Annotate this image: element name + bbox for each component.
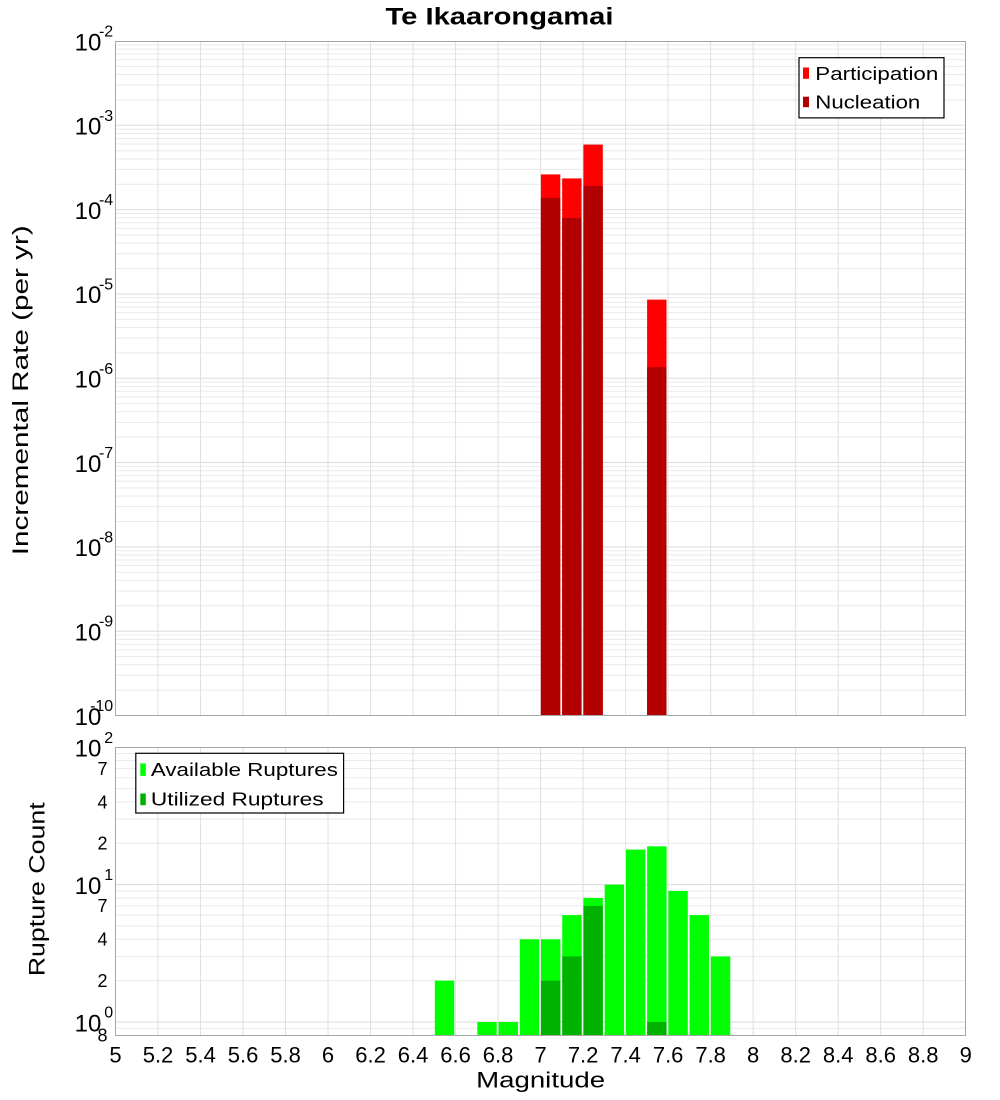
svg-text:Magnitude: Magnitude [476, 1068, 605, 1093]
svg-text:5.8: 5.8 [270, 1043, 301, 1068]
svg-text:8: 8 [747, 1043, 759, 1068]
svg-text:8.6: 8.6 [865, 1043, 896, 1068]
svg-text:7.8: 7.8 [695, 1043, 726, 1068]
svg-text:5.4: 5.4 [185, 1043, 216, 1068]
svg-text:-9: -9 [99, 614, 113, 631]
svg-text:Utilized Ruptures: Utilized Ruptures [151, 789, 324, 809]
svg-text:-5: -5 [99, 276, 113, 293]
svg-text:1: 1 [104, 867, 113, 884]
svg-text:0: 0 [104, 1004, 113, 1021]
svg-text:2: 2 [97, 971, 107, 991]
svg-text:9: 9 [960, 1043, 972, 1068]
svg-text:5: 5 [109, 1043, 121, 1068]
svg-text:6.6: 6.6 [440, 1043, 471, 1068]
svg-text:-8: -8 [99, 529, 113, 546]
svg-text:2: 2 [104, 730, 113, 747]
svg-text:-10: -10 [90, 698, 113, 715]
svg-text:10: 10 [75, 114, 102, 141]
svg-text:4: 4 [97, 930, 107, 950]
svg-text:Participation: Participation [815, 64, 938, 84]
svg-text:10: 10 [75, 1010, 102, 1037]
svg-text:10: 10 [75, 873, 102, 900]
svg-text:-4: -4 [99, 192, 113, 209]
svg-text:-6: -6 [99, 361, 113, 378]
svg-text:6.8: 6.8 [483, 1043, 514, 1068]
svg-text:10: 10 [75, 282, 102, 309]
svg-text:-3: -3 [99, 108, 113, 125]
svg-text:7: 7 [534, 1043, 546, 1068]
svg-text:7: 7 [97, 759, 107, 779]
svg-text:4: 4 [97, 792, 107, 812]
svg-text:Nucleation: Nucleation [815, 93, 920, 113]
svg-text:6: 6 [322, 1043, 334, 1068]
svg-text:7: 7 [97, 896, 107, 916]
svg-text:8.2: 8.2 [780, 1043, 811, 1068]
svg-text:8: 8 [97, 1026, 107, 1046]
svg-text:8.8: 8.8 [908, 1043, 939, 1068]
svg-text:7.4: 7.4 [610, 1043, 641, 1068]
svg-text:7.2: 7.2 [568, 1043, 599, 1068]
svg-text:6.2: 6.2 [355, 1043, 386, 1068]
svg-text:10: 10 [75, 29, 102, 56]
svg-text:10: 10 [75, 367, 102, 394]
svg-text:Available Ruptures: Available Ruptures [151, 760, 338, 780]
svg-text:10: 10 [75, 619, 102, 646]
svg-text:8.4: 8.4 [823, 1043, 854, 1068]
svg-text:5.6: 5.6 [228, 1043, 259, 1068]
svg-text:5.2: 5.2 [143, 1043, 174, 1068]
svg-text:7.6: 7.6 [653, 1043, 684, 1068]
svg-text:-2: -2 [99, 24, 113, 41]
svg-text:10: 10 [75, 198, 102, 225]
svg-text:Rupture Count: Rupture Count [25, 802, 50, 976]
svg-text:6.4: 6.4 [398, 1043, 429, 1068]
svg-text:2: 2 [97, 834, 107, 854]
svg-text:10: 10 [75, 736, 102, 763]
svg-text:10: 10 [75, 451, 102, 478]
svg-text:Te Ikaarongamai: Te Ikaarongamai [386, 4, 614, 31]
svg-text:Incremental Rate (per yr): Incremental Rate (per yr) [8, 225, 33, 555]
svg-text:-7: -7 [99, 445, 113, 462]
svg-text:10: 10 [75, 535, 102, 562]
svg-text:10: 10 [75, 704, 102, 731]
